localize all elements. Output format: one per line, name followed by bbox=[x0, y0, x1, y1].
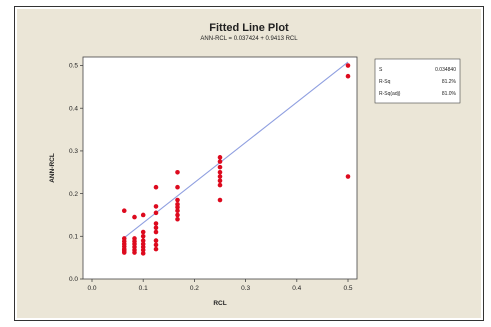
stat-label-rsq-adj: R-Sq(adj) bbox=[379, 91, 401, 97]
y-tick-label: 0.2 bbox=[69, 191, 78, 198]
x-axis: 0.0 0.1 0.2 0.3 0.4 0.5 bbox=[87, 279, 353, 292]
y-axis-label: ANN-RCL bbox=[49, 153, 56, 183]
data-point bbox=[140, 212, 146, 218]
x-tick-label: 0.3 bbox=[241, 285, 250, 292]
y-axis: 0.0 0.1 0.2 0.3 0.4 0.5 bbox=[69, 63, 83, 283]
x-tick-label: 0.4 bbox=[292, 285, 301, 292]
data-point bbox=[121, 250, 127, 255]
data-point bbox=[121, 208, 127, 213]
data-point bbox=[217, 169, 223, 175]
x-tick-label: 0.5 bbox=[343, 285, 352, 292]
x-tick-label: 0.0 bbox=[87, 285, 96, 292]
data-point bbox=[175, 169, 180, 175]
data-point bbox=[175, 212, 180, 218]
x-tick-label: 0.1 bbox=[139, 285, 148, 292]
data-point bbox=[153, 246, 159, 252]
data-point bbox=[153, 221, 159, 226]
data-point bbox=[175, 197, 180, 203]
data-point bbox=[217, 197, 223, 203]
data-point bbox=[217, 182, 223, 188]
data-point bbox=[175, 204, 180, 210]
data-point bbox=[345, 63, 351, 68]
chart-title: Fitted Line Plot bbox=[209, 22, 289, 34]
data-point bbox=[217, 164, 223, 170]
stat-label-rsq: R-Sq bbox=[379, 79, 391, 85]
data-point bbox=[175, 216, 180, 222]
chart-frame: Fitted Line Plot ANN-RCL = 0.037424 + 0.… bbox=[14, 6, 484, 321]
data-point bbox=[153, 210, 159, 216]
stat-value-rsq-adj: 81.0% bbox=[442, 91, 457, 97]
data-point bbox=[217, 155, 223, 160]
stat-value-s: 0.034840 bbox=[435, 67, 456, 73]
y-tick-label: 0.4 bbox=[69, 105, 78, 112]
fitted-line-plot: Fitted Line Plot ANN-RCL = 0.037424 + 0.… bbox=[49, 22, 461, 307]
data-point bbox=[153, 204, 159, 209]
data-point bbox=[140, 251, 146, 256]
data-point bbox=[153, 184, 159, 190]
data-point bbox=[140, 238, 146, 243]
regression-line bbox=[123, 61, 349, 239]
stat-label-s: S bbox=[379, 67, 383, 73]
data-point bbox=[140, 234, 146, 239]
data-point bbox=[345, 174, 351, 179]
y-tick-label: 0.1 bbox=[69, 234, 78, 241]
x-axis-label: RCL bbox=[213, 300, 226, 307]
data-point bbox=[132, 214, 137, 220]
stats-box bbox=[374, 58, 461, 104]
stat-value-rsq: 81.2% bbox=[442, 79, 457, 85]
data-point bbox=[140, 247, 146, 253]
points-layer bbox=[121, 63, 351, 256]
data-point bbox=[153, 242, 159, 248]
data-point bbox=[140, 229, 146, 235]
y-tick-label: 0.0 bbox=[69, 276, 78, 283]
data-point bbox=[217, 174, 223, 179]
chart-background: Fitted Line Plot ANN-RCL = 0.037424 + 0.… bbox=[17, 9, 481, 318]
fit-line-layer bbox=[123, 61, 349, 239]
y-tick-label: 0.3 bbox=[69, 148, 78, 155]
data-point bbox=[217, 178, 223, 184]
data-point bbox=[345, 73, 351, 79]
data-point bbox=[153, 238, 159, 243]
data-point bbox=[153, 225, 159, 231]
chart-subtitle: ANN-RCL = 0.037424 + 0.9413 RCL bbox=[200, 36, 298, 42]
y-tick-label: 0.5 bbox=[69, 63, 78, 70]
data-point bbox=[175, 208, 180, 213]
data-point bbox=[217, 159, 223, 164]
data-point bbox=[153, 229, 159, 235]
data-point bbox=[175, 184, 180, 190]
stats-legend: S 0.034840 R-Sq 81.2% R-Sq(adj) 81.0% bbox=[374, 58, 461, 104]
data-point bbox=[132, 250, 137, 255]
x-tick-label: 0.2 bbox=[190, 285, 199, 292]
